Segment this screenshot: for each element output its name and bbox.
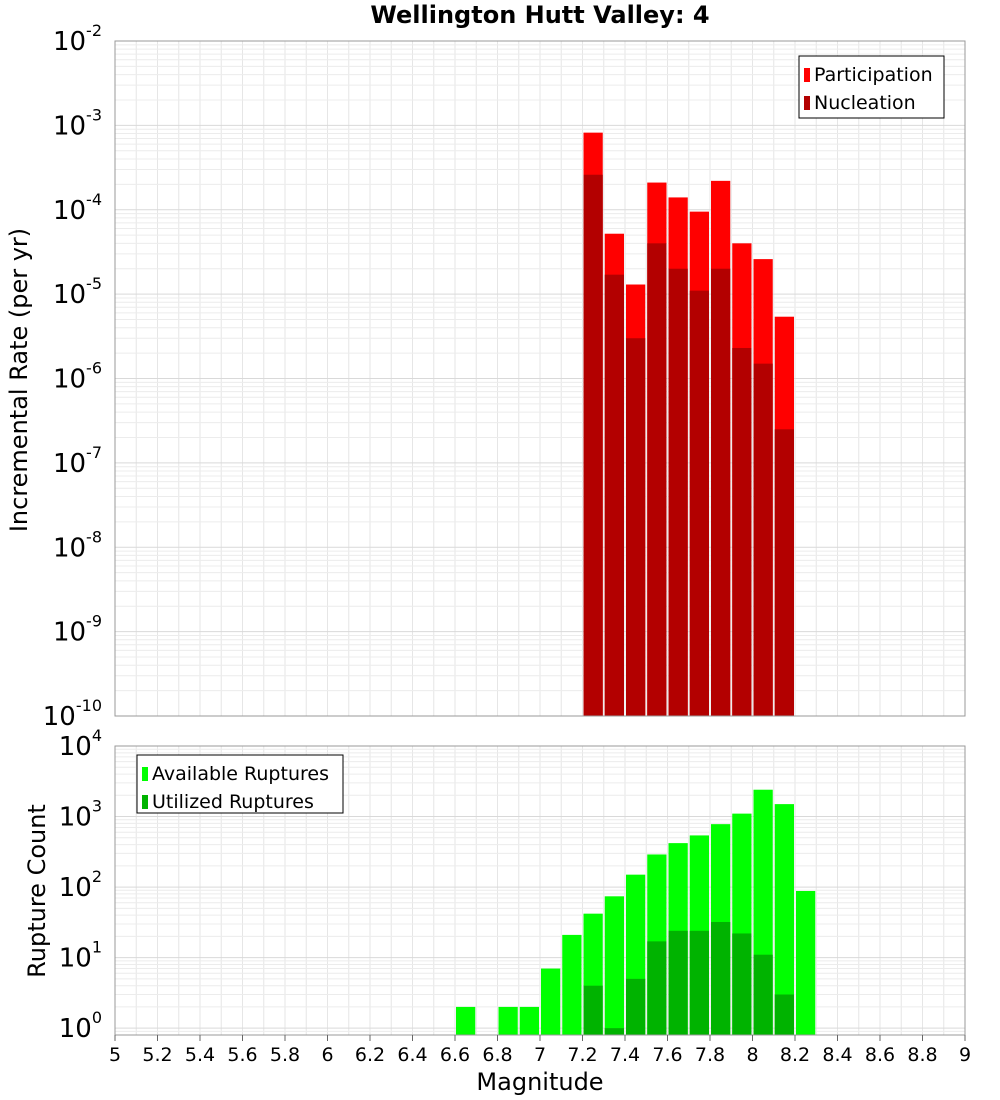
top-bar-nucleation [689,290,709,716]
top-legend-box [798,55,945,119]
bottom-y-tick-label: 101 [59,938,102,974]
x-tick-label: 8.4 [822,1044,852,1066]
bottom-plot-area: 100 101 102 103 104 Available Ruptures Utilize… [59,726,966,1044]
top-y-tick-label: 10-7 [53,443,102,479]
x-tick-label: 5.4 [185,1044,215,1066]
x-tick-label: 7.4 [610,1044,640,1066]
bottom-legend-swatch [142,767,148,781]
bottom-legend-swatch [142,795,148,809]
top-y-tick-label: 10-9 [53,612,102,648]
top-y-tick-label: 10-6 [53,359,102,395]
x-tick-label: 5 [109,1044,121,1066]
top-bar-nucleation [774,429,794,716]
top-y-tick-label: 10-2 [53,21,102,57]
x-tick-label: 6.2 [355,1044,385,1066]
chart-title: Wellington Hutt Valley: 4 [370,1,709,29]
top-bar-nucleation [732,347,752,716]
x-tick-label: 7 [534,1044,546,1066]
bottom-y-tick-label: 104 [59,726,102,762]
bottom-y-tick-label: 103 [59,797,102,833]
top-y-tick-label: 10-8 [53,527,102,563]
bottom-bar-utilized-ruptures [753,954,773,1035]
top-plot-frame [114,40,966,717]
x-tick-label: 8.8 [907,1044,937,1066]
top-bar-nucleation [668,268,688,716]
top-bar-nucleation [711,268,731,716]
bottom-y-tick-label: 102 [59,867,102,903]
top-legend: Participation Nucleation [798,55,945,119]
x-tick-label: 8.6 [865,1044,895,1066]
bottom-bar-utilized-ruptures [689,930,709,1035]
bottom-bar-utilized-ruptures [711,921,731,1035]
bottom-series-2 [583,921,794,1035]
bottom-legend-box [136,754,344,814]
top-y-tick-label: 10-4 [53,190,102,226]
x-tick-label: 6.8 [482,1044,512,1066]
x-tick-label: 6 [321,1044,333,1066]
bottom-bar-utilized-ruptures [583,985,603,1035]
top-bar-nucleation [626,338,646,716]
bottom-bar-available-ruptures [456,1006,476,1035]
bottom-bar-utilized-ruptures [774,994,794,1035]
x-axis-label: Magnitude [476,1068,603,1096]
x-tick-label: 7.8 [695,1044,725,1066]
top-y-tick-label: 10-10 [43,696,102,732]
bottom-bar-available-ruptures [519,1006,539,1035]
bottom-bar-available-ruptures [541,968,561,1035]
top-bar-nucleation [753,363,773,716]
bottom-legend-label: Utilized Ruptures [152,791,314,813]
x-tick-label: 5.6 [227,1044,257,1066]
top-bar-nucleation [647,243,667,717]
top-legend-swatch [804,68,810,82]
x-tick-label: 6.6 [440,1044,470,1066]
x-tick-label: 9 [959,1044,971,1066]
bottom-legend: Available Ruptures Utilized Ruptures [136,754,344,814]
bottom-bar-available-ruptures [562,934,582,1035]
top-legend-label: Participation [814,64,933,86]
bottom-y-tick-label: 100 [59,1008,102,1044]
bottom-grid [114,746,966,1036]
bottom-bar-utilized-ruptures [647,941,667,1035]
top-legend-swatch [804,96,810,110]
bottom-legend-label: Available Ruptures [152,763,329,785]
top-bar-nucleation [583,174,603,716]
x-tick-label: 8.2 [780,1044,810,1066]
bottom-y-axis-label: Rupture Count [23,804,51,978]
bottom-bar-available-ruptures [498,1006,518,1035]
top-legend-label: Nucleation [814,92,916,114]
top-series-2 [583,174,794,717]
bottom-bar-utilized-ruptures [626,978,646,1035]
x-tick-label: 5.2 [142,1044,172,1066]
bottom-bar-utilized-ruptures [668,930,688,1035]
top-y-axis-label: Incremental Rate (per yr) [5,228,33,532]
x-tick-label: 7.6 [652,1044,682,1066]
bottom-bar-available-ruptures [604,896,624,1035]
x-tick-label: 8 [746,1044,758,1066]
x-tick-label: 6.4 [397,1044,427,1066]
top-y-tick-label: 10-5 [53,274,102,310]
top-plot-area: 10-10 10-9 10-8 10-7 10-6 10-5 10-4 10-3 10-2 Par… [43,21,966,732]
top-y-tick-label: 10-3 [53,105,102,141]
x-axis-ticks: 5 5.2 5.4 5.6 5.8 6 6.2 6.4 6.6 6.8 7 7.2 7.4 7.6 7.8 8… [109,1035,971,1066]
top-grid [114,41,966,717]
bottom-bar-utilized-ruptures [604,1028,624,1035]
top-bar-nucleation [604,274,624,716]
bottom-bar-utilized-ruptures [732,933,752,1035]
bottom-bar-available-ruptures [796,890,816,1035]
x-tick-label: 7.2 [567,1044,597,1066]
bottom-bar-available-ruptures [774,804,794,1035]
x-tick-label: 5.8 [270,1044,300,1066]
